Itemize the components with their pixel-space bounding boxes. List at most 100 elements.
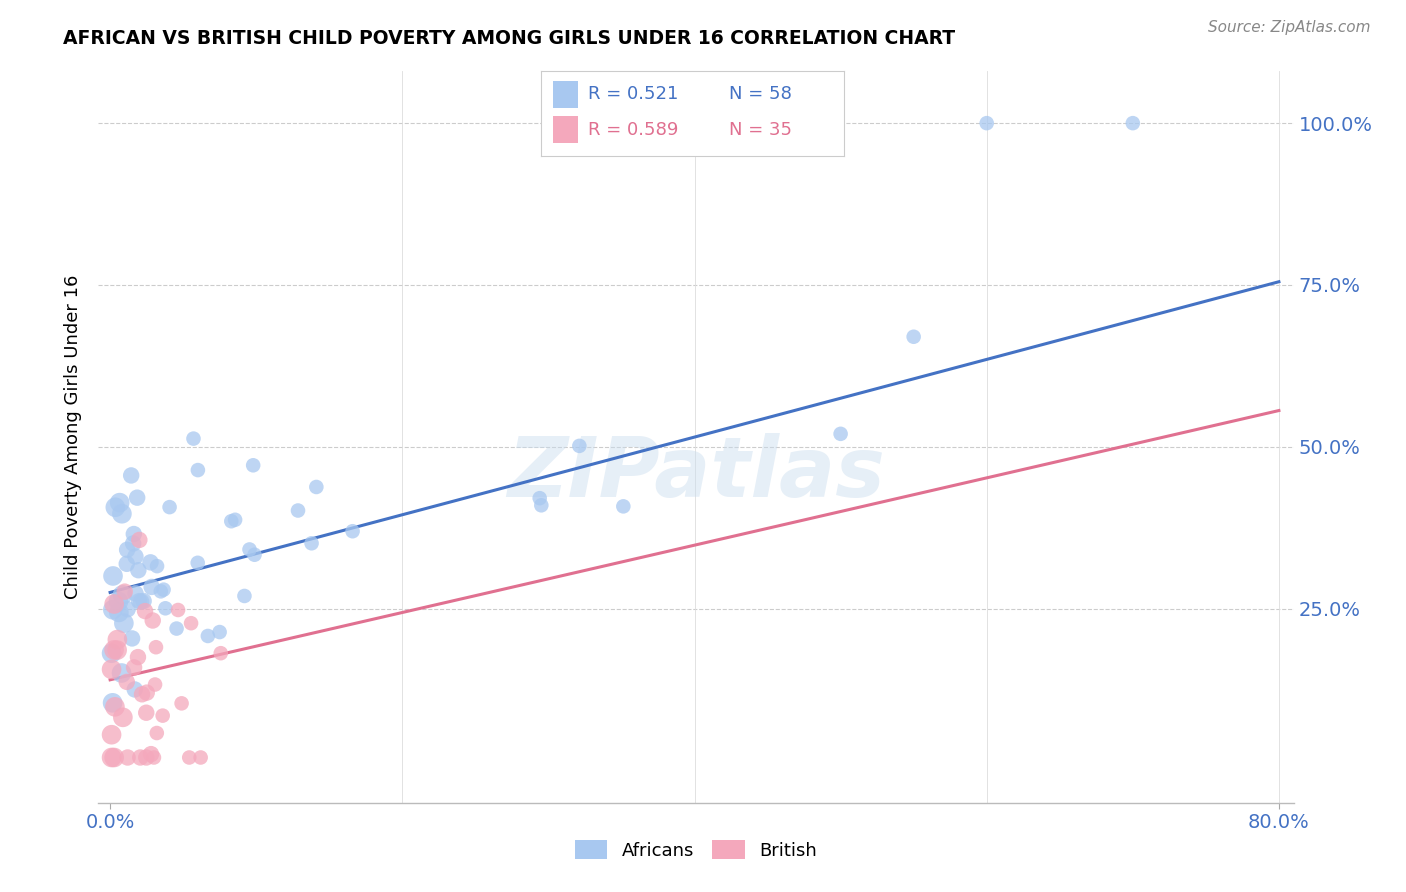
Point xyxy=(830,426,852,441)
Point xyxy=(159,500,181,515)
Point xyxy=(112,616,135,631)
Point xyxy=(142,750,165,764)
Point xyxy=(976,116,998,130)
Bar xyxy=(554,116,578,144)
Point xyxy=(103,750,125,764)
Point xyxy=(134,604,156,618)
Text: ZIPatlas: ZIPatlas xyxy=(508,434,884,514)
Point xyxy=(128,533,150,547)
Text: R = 0.521: R = 0.521 xyxy=(588,86,679,103)
Point xyxy=(146,559,169,574)
Point xyxy=(122,536,145,550)
Point xyxy=(183,432,205,446)
Point xyxy=(139,555,162,569)
Point xyxy=(612,500,634,514)
Point xyxy=(100,750,122,764)
Point xyxy=(100,662,122,676)
Point xyxy=(139,747,162,761)
Point xyxy=(301,536,323,550)
Point xyxy=(568,439,591,453)
Legend: Africans, British: Africans, British xyxy=(568,832,824,867)
Point xyxy=(104,699,127,714)
Point xyxy=(122,660,145,674)
Point xyxy=(129,594,152,608)
Point xyxy=(135,750,157,764)
Point xyxy=(135,706,157,720)
Point xyxy=(166,622,188,636)
Point xyxy=(129,750,152,764)
Point xyxy=(233,589,256,603)
Point xyxy=(111,588,134,602)
Y-axis label: Child Poverty Among Girls Under 16: Child Poverty Among Girls Under 16 xyxy=(63,275,82,599)
Text: Source: ZipAtlas.com: Source: ZipAtlas.com xyxy=(1208,20,1371,35)
Point xyxy=(101,696,124,710)
Point xyxy=(170,697,193,711)
Point xyxy=(180,616,202,631)
Point xyxy=(287,503,309,517)
Point xyxy=(101,603,124,617)
Point xyxy=(122,527,145,541)
Point xyxy=(127,491,149,505)
Point xyxy=(115,557,138,571)
Point xyxy=(121,632,143,646)
Point xyxy=(124,549,146,564)
Point xyxy=(117,750,139,764)
Point xyxy=(120,468,142,483)
Point xyxy=(190,750,212,764)
Point xyxy=(146,726,169,740)
Point xyxy=(1122,116,1144,130)
Text: N = 35: N = 35 xyxy=(728,120,792,139)
Point xyxy=(128,594,150,608)
Point xyxy=(110,665,132,680)
Point xyxy=(529,491,551,505)
Point xyxy=(145,640,167,655)
Point xyxy=(104,500,127,515)
Point xyxy=(143,677,166,691)
Point xyxy=(105,632,128,647)
Point xyxy=(115,674,138,689)
Bar xyxy=(554,80,578,108)
Point xyxy=(221,514,243,528)
Point xyxy=(100,646,122,660)
Point xyxy=(103,643,125,657)
Point xyxy=(208,625,231,640)
Point xyxy=(155,601,177,615)
Point xyxy=(135,685,157,699)
Point xyxy=(131,687,153,701)
Point xyxy=(100,728,122,742)
Point xyxy=(197,629,219,643)
Point xyxy=(243,548,266,562)
Point xyxy=(117,602,139,616)
Point xyxy=(103,597,125,611)
Point xyxy=(149,584,172,599)
Text: R = 0.589: R = 0.589 xyxy=(588,120,679,139)
Point xyxy=(209,646,232,660)
Point xyxy=(152,708,174,723)
Point xyxy=(305,480,328,494)
Point xyxy=(101,569,124,583)
Point xyxy=(132,594,155,608)
Point xyxy=(342,524,364,539)
Point xyxy=(108,606,131,620)
Point xyxy=(124,682,146,697)
Point xyxy=(187,556,209,570)
Point xyxy=(903,330,925,344)
Point xyxy=(530,498,553,512)
Point xyxy=(167,603,190,617)
Point xyxy=(179,750,201,764)
Point xyxy=(108,495,131,509)
Point xyxy=(105,643,128,657)
Point xyxy=(187,463,209,477)
Point xyxy=(127,563,149,577)
Point xyxy=(127,650,149,665)
Text: N = 58: N = 58 xyxy=(728,86,792,103)
Point xyxy=(238,542,260,557)
Point xyxy=(107,594,129,608)
Point xyxy=(115,542,138,557)
Point xyxy=(142,614,165,628)
Point xyxy=(111,507,134,521)
Point xyxy=(242,458,264,473)
Point xyxy=(141,580,163,594)
Point xyxy=(124,586,146,600)
Text: AFRICAN VS BRITISH CHILD POVERTY AMONG GIRLS UNDER 16 CORRELATION CHART: AFRICAN VS BRITISH CHILD POVERTY AMONG G… xyxy=(63,29,956,47)
